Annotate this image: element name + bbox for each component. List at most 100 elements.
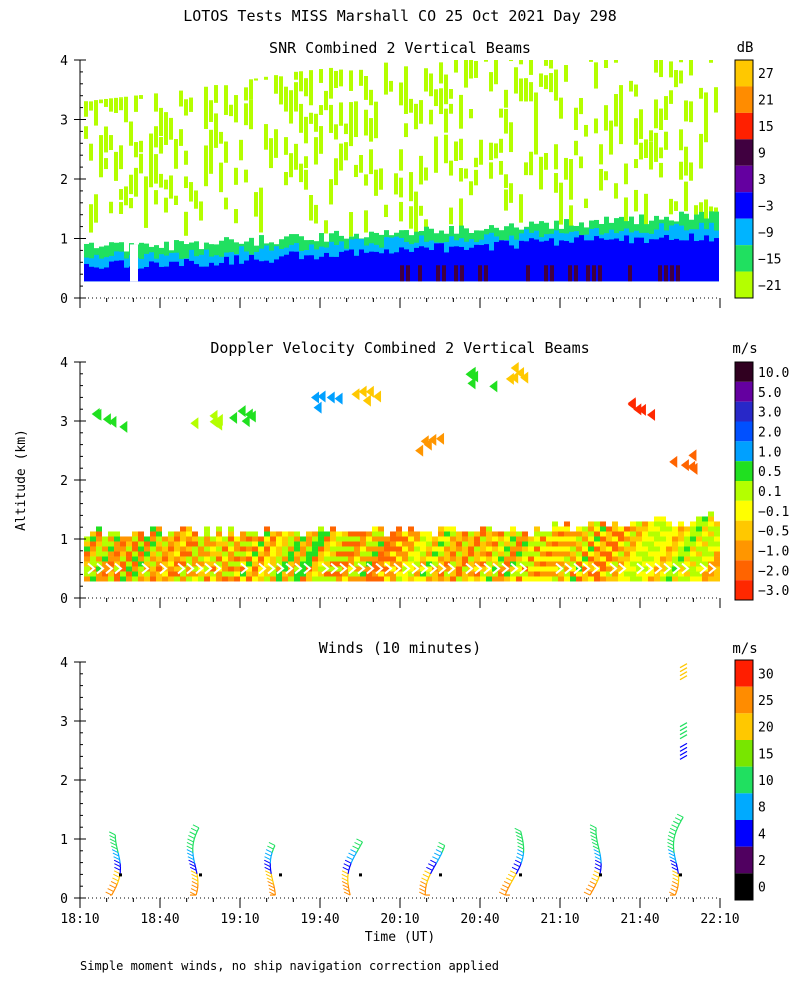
velocity-cell xyxy=(444,556,450,562)
velocity-cell xyxy=(564,531,570,537)
snr-cell xyxy=(419,246,424,282)
snr-cell xyxy=(409,251,414,282)
velocity-cell xyxy=(630,541,636,547)
snr-cell xyxy=(384,204,388,218)
velocity-cell xyxy=(570,556,576,562)
velocity-cell xyxy=(288,556,294,562)
velocity-cell xyxy=(660,541,666,547)
wind-barb-flag xyxy=(679,754,688,760)
snr-cell xyxy=(684,181,688,212)
velocity-cell xyxy=(630,566,636,572)
velocity-cell xyxy=(114,551,120,557)
velocity-patch xyxy=(317,390,326,403)
velocity-cell xyxy=(306,571,312,577)
velocity-cell xyxy=(588,561,594,567)
snr-cell xyxy=(469,109,473,119)
velocity-chevron xyxy=(330,562,339,575)
velocity-panel: Doppler Velocity Combined 2 Vertical Bea… xyxy=(60,339,789,608)
snr-cell xyxy=(219,166,223,192)
snr-cell xyxy=(564,162,568,180)
velocity-chevron xyxy=(618,562,627,575)
velocity-cell xyxy=(612,561,618,567)
snr-cell xyxy=(568,265,572,282)
snr-cell xyxy=(384,249,389,282)
snr-cell xyxy=(229,264,234,282)
wind-barb-staff xyxy=(195,891,198,896)
snr-cell xyxy=(234,167,238,185)
snr-cell xyxy=(419,161,423,182)
velocity-cell xyxy=(138,566,144,572)
velocity-cell xyxy=(126,556,132,562)
velocity-cell xyxy=(474,541,480,547)
wind-barb-staff xyxy=(196,827,200,832)
velocity-cell xyxy=(522,551,528,557)
velocity-cell xyxy=(642,576,648,582)
wind-barb-staff xyxy=(596,841,599,846)
wind-barb-staff xyxy=(116,880,119,885)
velocity-cell xyxy=(630,526,636,532)
wind-barb-staff xyxy=(270,870,272,874)
velocity-cell xyxy=(666,521,672,527)
snr-cell xyxy=(99,268,104,282)
velocity-cell xyxy=(186,566,192,572)
velocity-cell xyxy=(534,571,540,577)
velocity-cell xyxy=(582,526,588,532)
snr-cell xyxy=(499,240,504,282)
wind-station-marker xyxy=(439,873,442,877)
velocity-cell xyxy=(426,531,432,537)
velocity-cell xyxy=(546,561,552,567)
snr-cell xyxy=(184,176,188,189)
velocity-chevron xyxy=(96,562,105,575)
velocity-cell xyxy=(204,526,210,532)
velocity-cell xyxy=(228,536,234,542)
colorbar-label: 21 xyxy=(758,94,774,109)
snr-cell xyxy=(214,265,219,282)
snr-cell xyxy=(264,260,269,282)
snr-cell xyxy=(514,67,518,94)
velocity-cell xyxy=(576,531,582,537)
velocity-cell xyxy=(282,531,288,537)
velocity-cell xyxy=(438,531,444,537)
velocity-chevron xyxy=(438,562,447,575)
snr-cell xyxy=(164,179,168,190)
velocity-cell xyxy=(714,546,720,552)
wind-barb-staff xyxy=(521,855,524,860)
velocity-chevron xyxy=(636,562,645,575)
velocity-chevron xyxy=(402,562,411,575)
snr-cell xyxy=(519,78,523,102)
wind-barb-flag xyxy=(587,884,595,889)
snr-cell xyxy=(399,82,403,106)
velocity-cell xyxy=(504,561,510,567)
velocity-cell xyxy=(318,561,324,567)
velocity-chevron xyxy=(582,562,591,575)
velocity-cell xyxy=(234,556,240,562)
velocity-cell xyxy=(540,531,546,537)
velocity-cell xyxy=(666,541,672,547)
colorbar-swatch xyxy=(735,686,753,714)
wind-barb-staff xyxy=(118,859,121,864)
velocity-cell xyxy=(564,551,570,557)
velocity-cell xyxy=(642,571,648,577)
snr-cell xyxy=(704,235,709,282)
snr-cell xyxy=(244,87,248,101)
snr-cell xyxy=(164,266,169,282)
velocity-cell xyxy=(516,556,522,562)
velocity-cell xyxy=(510,541,516,547)
velocity-cell xyxy=(450,526,456,532)
snr-cell xyxy=(676,265,680,282)
velocity-cell xyxy=(612,551,618,557)
velocity-cell xyxy=(210,561,216,567)
velocity-cell xyxy=(588,576,594,582)
snr-cell xyxy=(239,246,244,282)
colorbar-swatch xyxy=(735,381,753,402)
snr-cell xyxy=(124,186,128,206)
velocity-cell xyxy=(396,531,402,537)
velocity-cell xyxy=(162,571,168,577)
wind-barb-staff xyxy=(352,855,356,860)
wind-barb-flag xyxy=(514,827,521,832)
velocity-cell xyxy=(222,536,228,542)
wind-barb-staff xyxy=(347,870,350,874)
snr-cell xyxy=(639,142,643,160)
snr-cell xyxy=(709,60,713,63)
